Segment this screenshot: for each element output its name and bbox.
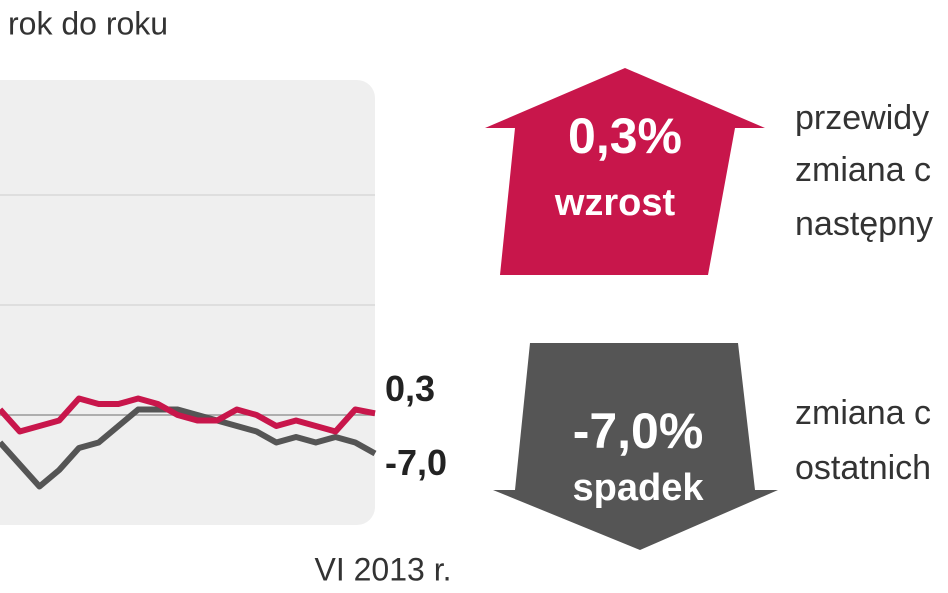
down-arrow	[493, 343, 778, 550]
side-text: zmiana c	[795, 151, 931, 189]
side-text: zmiana c	[795, 394, 931, 432]
down-value: -7,0%	[573, 403, 704, 459]
chart-title: rok do roku	[8, 5, 168, 41]
down-label: spadek	[573, 467, 705, 509]
up-label: wzrost	[554, 182, 676, 224]
side-text: ostatnich	[795, 449, 931, 487]
end-label: -7,0	[385, 442, 447, 483]
series-line	[0, 406, 377, 490]
side-text: przewidy	[795, 99, 929, 137]
up-value: 0,3%	[568, 108, 682, 164]
x-tick-label: VI 2013 r.	[315, 551, 452, 587]
plot-panel	[0, 80, 375, 525]
up-arrow	[485, 68, 765, 275]
side-text: następny	[795, 205, 933, 243]
series-line	[0, 395, 376, 435]
end-label: 0,3	[385, 368, 435, 409]
